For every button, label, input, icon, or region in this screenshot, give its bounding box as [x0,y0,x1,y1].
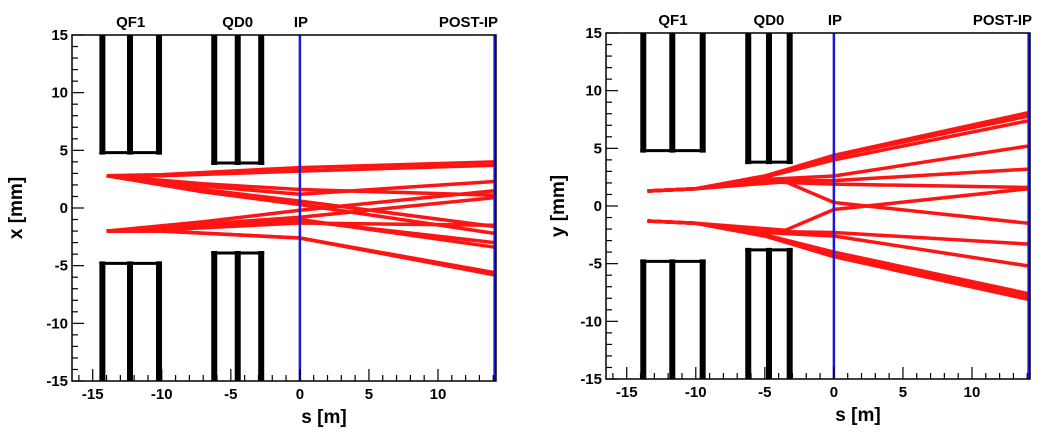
x-tick-label: -5 [758,384,771,401]
element-label-qd0: QD0 [222,14,253,31]
trajectory-line [647,186,1029,232]
element-label-qd0: QD0 [754,12,785,29]
marker-label-post-ip: POST-IP [973,12,1032,29]
y-tick-label: -10 [46,315,68,332]
x-tick-label: 0 [296,386,304,403]
magnet-qf1 [640,33,706,379]
x-tick-label: -15 [616,384,638,401]
marker-label-ip: IP [828,12,842,29]
y-axis-label: x [mm] [6,177,27,239]
element-label-qf1: QF1 [658,12,687,29]
x-tick-label: -10 [151,386,173,403]
y-tick-label: 0 [594,198,602,215]
x-tick-label: -5 [224,386,237,403]
y-tick-label: 0 [60,200,68,217]
trajectory-line [106,163,495,178]
magnet-qf1 [99,35,163,381]
y-tick-label: 5 [60,142,68,159]
x-trajectory-chart: QF1 QD0 IP POST-IP -15 -10 -5 0 5 10 -15 -10 -5 0 5 10 1… [6,14,498,428]
x-tick-label: 5 [365,386,373,403]
x-axis-label: s [m] [835,405,880,426]
y-tick-label: -15 [46,373,68,390]
y-trajectory-chart: QF1 QD0 IP POST-IP -15 -10 -5 0 5 10 -15 -10 -5 0 5 10 1… [548,12,1032,426]
y-tick-label: -5 [55,258,68,275]
y-tick-label: 15 [51,27,68,44]
trajectory-line [106,173,495,236]
trajectory-line [106,217,495,249]
magnet-qd0 [211,35,265,381]
trajectory-line [647,180,1029,226]
y-tick-label: 10 [585,83,602,100]
element-label-qf1: QF1 [116,14,145,31]
x-tick-label: -15 [82,386,104,403]
y-tick-label: -5 [589,256,602,273]
x-tick-label: 10 [964,384,981,401]
y-tick-label: 5 [594,140,602,157]
x-tick-label: -10 [685,384,707,401]
y-tick-label: -10 [580,313,602,330]
plot-frame [71,34,497,382]
x-tick-label: 10 [430,386,447,403]
y-tick-label: 15 [585,25,602,42]
marker-label-ip: IP [294,14,308,31]
x-tick-label: 0 [830,384,838,401]
y-tick-label: 10 [51,85,68,102]
marker-label-post-ip: POST-IP [439,14,498,31]
y-tick-label: -15 [580,371,602,388]
y-axis-label: y [mm] [548,175,569,237]
trajectory-line [106,173,495,198]
x-tick-label: 5 [899,384,907,401]
magnet-qd0 [745,33,793,379]
x-axis-label: s [m] [301,407,346,428]
